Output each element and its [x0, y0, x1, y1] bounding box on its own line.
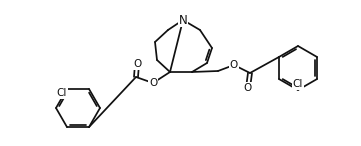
- Text: O: O: [133, 59, 141, 69]
- Text: Cl: Cl: [293, 79, 303, 89]
- Text: O: O: [244, 83, 252, 93]
- Text: O: O: [149, 78, 157, 88]
- Text: N: N: [179, 13, 187, 27]
- Text: Cl: Cl: [57, 88, 67, 98]
- Text: O: O: [230, 60, 238, 70]
